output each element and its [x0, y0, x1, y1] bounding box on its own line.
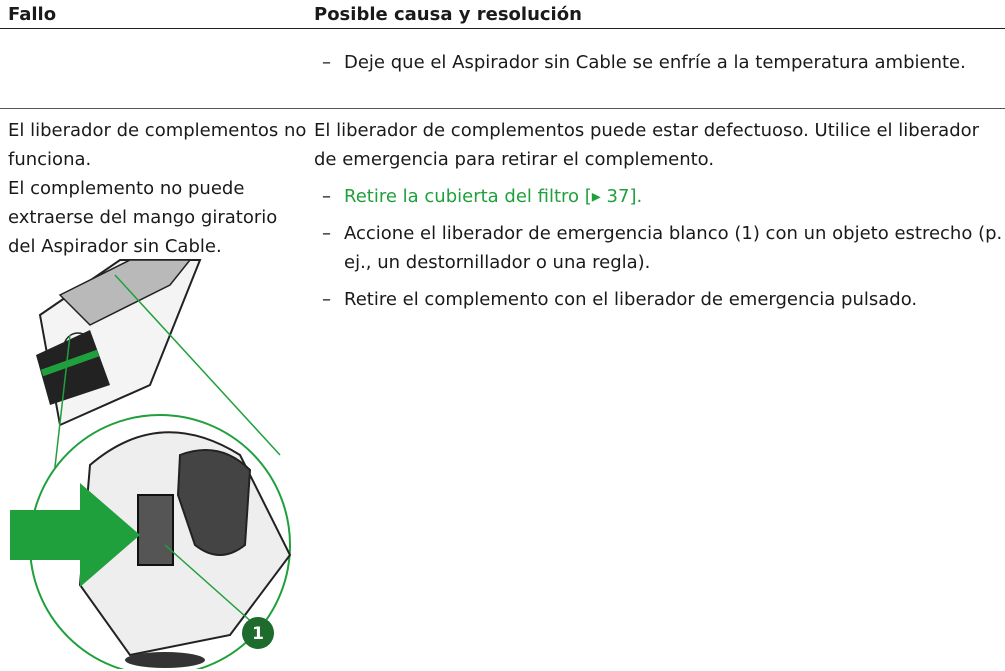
- step: Retire la cubierta del filtro [▸ 37].: [314, 182, 1004, 211]
- header-cell: Fallo: [8, 4, 57, 25]
- header-cell: Posible causa y resolución: [314, 4, 582, 25]
- step: Deje que el Aspirador sin Cable se enfrí…: [314, 48, 1004, 77]
- cause-cell: El liberador de complementos puede estar…: [314, 116, 1004, 314]
- step: Accione el liberador de emergencia blanc…: [314, 219, 1004, 277]
- illustration: 1: [10, 259, 292, 669]
- row-divider: [0, 108, 1005, 109]
- fault-text: El complemento no puede extraerse del ma…: [8, 178, 278, 257]
- callout: 1: [252, 624, 264, 644]
- table-header: Fallo Posible causa y resolución: [0, 0, 1005, 29]
- cause-text: El liberador de complementos puede estar…: [314, 120, 980, 170]
- fault-text: El liberador de complementos no funciona…: [8, 120, 307, 170]
- link[interactable]: Retire la cubierta del filtro: [344, 186, 580, 207]
- step: Retire el complemento con el liberador d…: [314, 285, 1004, 314]
- fault-cell: El liberador de complementos no funciona…: [8, 116, 308, 261]
- cause-cell: Deje que el Aspirador sin Cable se enfrí…: [314, 40, 1004, 77]
- page-ref[interactable]: [▸ 37].: [584, 186, 643, 207]
